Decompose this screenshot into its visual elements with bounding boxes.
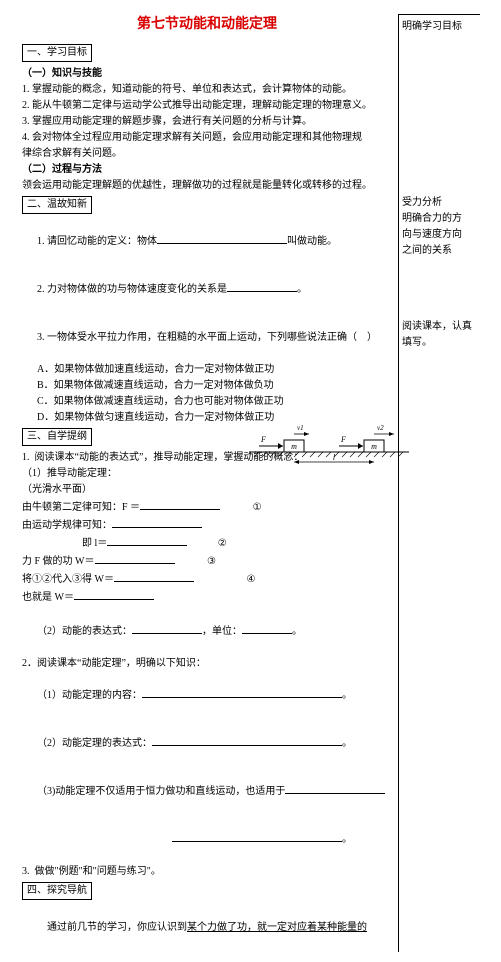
s3-p2: （2）动能的表达式： ，单位： 。 — [22, 608, 392, 656]
side-note-3: 阅读课本，认真 填写。 — [402, 319, 477, 351]
s3-q2a: （2）动能定理的表达式： — [37, 738, 152, 749]
side-note-3-l2: 填写。 — [402, 335, 477, 351]
s2-l3: 3. 一物体受水平拉力作用，在粗糙的水平面上运动，下列哪些说法正确（ ） — [22, 314, 392, 362]
main-column: 第七节动能和动能定理 一、学习目标 （一）知识与技能 1. 掌握动能的概念，知道… — [22, 14, 392, 952]
eq-a-row: 由牛顿第二定律可知：F ＝ ① — [22, 500, 392, 516]
s3-q3-tail: 。 — [22, 816, 392, 864]
s3-q2b: 。 — [342, 738, 352, 749]
s2-l3b: ） — [367, 332, 377, 343]
eq-b: 由运动学规律可知： — [22, 520, 112, 531]
s3-p2b: ，单位： — [202, 626, 242, 637]
s2-l2b: 。 — [297, 284, 307, 295]
side-note-2-l4: 之间的关系 — [402, 243, 477, 259]
s3-l3: 3. 做做"例题"和"问题与练习"。 — [22, 864, 392, 880]
fig-m1: m — [291, 442, 297, 451]
s1-item-2: 2. 能从牛顿第二定律与运动学公式推导出动能定理，理解动能定理的物理意义。 — [22, 98, 392, 114]
blank — [227, 282, 297, 292]
blank — [172, 832, 342, 842]
blank — [132, 624, 202, 634]
s2-opt-c: C．如果物体做减速直线运动，合力也可能对物体做正功 — [22, 394, 392, 410]
eq-b2: 即 l＝ — [82, 538, 107, 549]
s3-l2: 2．阅读课本“动能定理”，明确以下知识： — [22, 656, 392, 672]
s4-u1: 某个力做了功，就一定对应着某种能量的 — [187, 922, 367, 933]
s3-q2: （2）动能定理的表达式： 。 — [22, 720, 392, 768]
side-note-1: 明确学习目标 — [402, 19, 477, 35]
s3-p2a: （2）动能的表达式： — [37, 626, 132, 637]
blank — [157, 234, 287, 244]
heading-1-2: （二）过程与方法 — [22, 162, 392, 178]
s3-q3: （3)动能定理不仅适用于恒力做功和直线运动，也适用于 — [22, 768, 392, 816]
eq-d-row: 将①②代入③得 W＝ ④ — [22, 572, 392, 588]
s1-item-4b: 律综合求解有关问题。 — [22, 146, 392, 162]
page-title: 第七节动能和动能定理 — [22, 14, 392, 36]
eq-b-row: 由运动学规律可知： — [22, 518, 392, 534]
s3-q1: （1）动能定理的内容： 。 — [22, 672, 392, 720]
s2-l1b: 叫做动能。 — [287, 236, 337, 247]
eq-e: 也就是 W＝ — [22, 592, 74, 603]
s3-p2c: 。 — [292, 626, 302, 637]
s4-l1a: 通过前几节的学习，你应认识到 — [37, 922, 187, 933]
fig-l: l — [333, 453, 336, 462]
s2-opt-b: B．如果物体做减速直线运动，合力一定对物体做负功 — [22, 378, 392, 394]
section-4-label: 四、探究导航 — [22, 882, 92, 900]
eq-a-tag: ① — [253, 502, 262, 513]
blank — [95, 554, 175, 564]
eq-b2-row: 即 l＝ ② — [22, 536, 392, 552]
eq-c-row: 力 F 做的功 W＝ ③ — [22, 554, 392, 570]
s3-q1a: （1）动能定理的内容： — [37, 690, 142, 701]
eq-d: 将①②代入③得 W＝ — [22, 574, 114, 585]
physics-figure: m m F F v1 v2 l — [249, 422, 409, 466]
eq-b-tag: ② — [218, 538, 227, 549]
heading-1-1: （一）知识与技能 — [22, 66, 392, 82]
eq-e-row: 也就是 W＝ — [22, 590, 392, 606]
blank — [114, 572, 194, 582]
s1-proc: 领会运用动能定理解题的优越性，理解做功的过程就是能量转化或转移的过程。 — [22, 178, 392, 194]
section-1-label: 一、学习目标 — [22, 44, 92, 62]
s2-opt-a: A．如果物体做加速直线运动，合力一定对物体做正功 — [22, 362, 392, 378]
s2-l1: 1. 请回忆动能的定义：物体 叫做动能。 — [22, 218, 392, 266]
side-note-2-l3: 向与速度方向 — [402, 227, 477, 243]
s3-q3a: （3)动能定理不仅适用于恒力做功和直线运动，也适用于 — [37, 786, 285, 797]
s3-q3b: 。 — [342, 834, 352, 845]
s2-l2: 2. 力对物体做的功与物体速度变化的关系是 。 — [22, 266, 392, 314]
blank — [140, 500, 220, 510]
blank — [142, 688, 342, 698]
s3-q1b: 。 — [342, 690, 352, 701]
blank — [112, 518, 202, 528]
s1-item-1: 1. 掌握动能的概念，知道动能的符号、单位和表达式，会计算物体的动能。 — [22, 82, 392, 98]
fig-m2: m — [371, 442, 377, 451]
s3-p1a: （光滑水平面） — [22, 482, 392, 498]
s4-l1: 通过前几节的学习，你应认识到某个力做了功，就一定对应着某种能量的 — [22, 904, 392, 952]
eq-c-tag: ③ — [207, 556, 216, 567]
fig-F2: F — [340, 435, 346, 444]
s3-p1: （1）推导动能定理： — [22, 466, 392, 482]
blank — [107, 536, 187, 546]
section-2-label: 二、温故知新 — [22, 196, 92, 214]
fig-v2: v2 — [377, 424, 384, 432]
fig-F1: F — [260, 435, 266, 444]
s1-item-3: 3. 掌握应用动能定理的解题步骤，会进行有关问题的分析与计算。 — [22, 114, 392, 130]
side-note-2: 受力分析 明确合力的方 向与速度方向 之间的关系 — [402, 195, 477, 259]
side-note-3-l1: 阅读课本，认真 — [402, 319, 477, 335]
section-3-label: 三、自学提纲 — [22, 428, 92, 446]
blank — [152, 736, 342, 746]
fig-v1: v1 — [297, 424, 304, 432]
s2-l2a: 2. 力对物体做的功与物体速度变化的关系是 — [37, 284, 227, 295]
side-column: 明确学习目标 受力分析 明确合力的方 向与速度方向 之间的关系 阅读课本，认真 … — [398, 14, 480, 952]
eq-4-tag: ④ — [246, 574, 255, 585]
eq-c: 力 F 做的功 W＝ — [22, 556, 95, 567]
side-note-2-l1: 受力分析 — [402, 195, 477, 211]
s1-item-4a: 4. 会对物体全过程应用动能定理求解有关问题，会应用动能定理和其他物理规 — [22, 130, 392, 146]
blank — [285, 784, 385, 794]
blank — [74, 590, 154, 600]
eq-a: 由牛顿第二定律可知：F ＝ — [22, 502, 140, 513]
s2-l3a: 3. 一物体受水平拉力作用，在粗糙的水平面上运动，下列哪些说法正确（ — [37, 332, 357, 343]
blank — [242, 624, 292, 634]
s2-l1a: 1. 请回忆动能的定义：物体 — [37, 236, 157, 247]
side-note-2-l2: 明确合力的方 — [402, 211, 477, 227]
